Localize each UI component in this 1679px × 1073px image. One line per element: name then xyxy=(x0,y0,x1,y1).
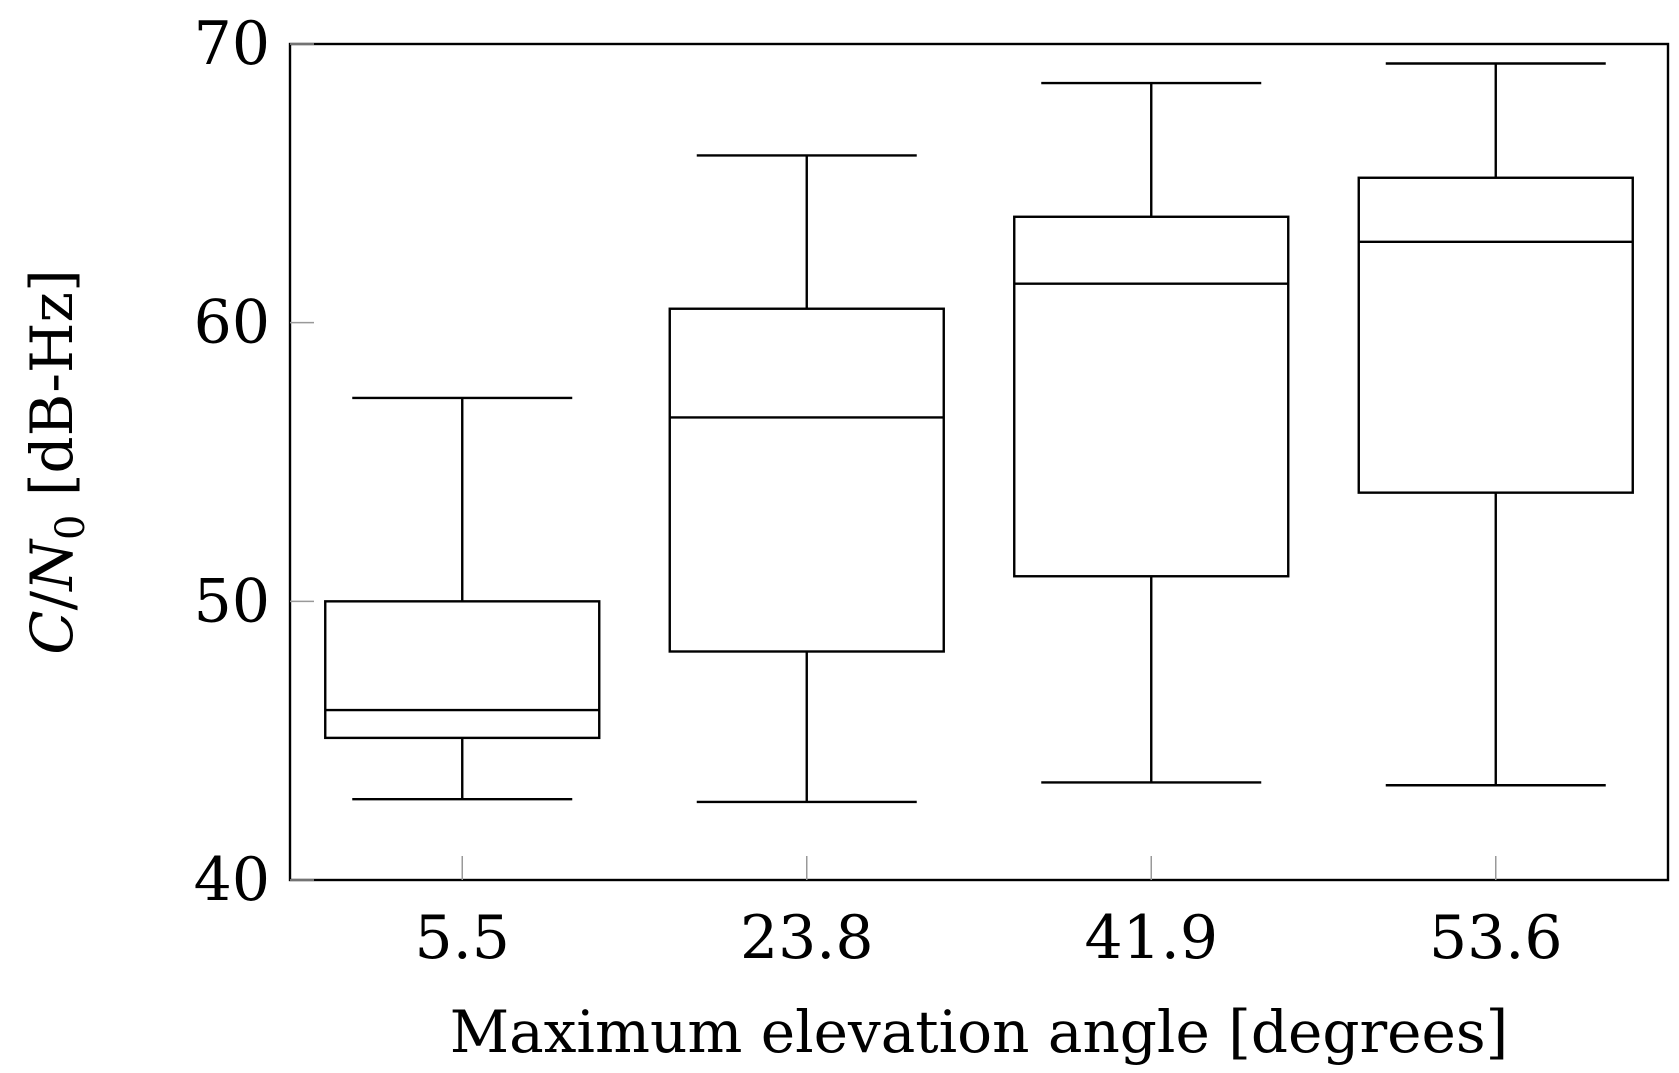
y-axis-label-unit: [dB-Hz] xyxy=(18,269,86,514)
x-tick-label: 5.5 xyxy=(415,903,510,973)
y-tick-label: 40 xyxy=(194,845,270,915)
x-tick-label: 41.9 xyxy=(1084,903,1218,973)
y-axis-label-sub: 0 xyxy=(48,515,94,540)
x-tick-label: 23.8 xyxy=(740,903,874,973)
y-axis-label-n: N xyxy=(18,538,86,593)
iqr-box xyxy=(1357,176,1634,494)
y-axis-label-slash: / xyxy=(18,590,86,610)
plot-frame xyxy=(288,42,1670,882)
iqr-box xyxy=(324,600,601,740)
iqr-box xyxy=(668,307,945,653)
y-tick-label: 60 xyxy=(194,288,270,358)
plot-marks xyxy=(324,62,1634,804)
y-axis-label-c: C xyxy=(18,610,86,654)
y-axis-label: C/N0 [dB-Hz] xyxy=(18,269,94,654)
y-tick-label: 70 xyxy=(194,9,270,79)
box-0 xyxy=(324,396,601,801)
iqr-box xyxy=(1013,215,1290,578)
box-3 xyxy=(1357,62,1634,787)
x-tick-label: 53.6 xyxy=(1429,903,1563,973)
box-1 xyxy=(668,154,945,804)
x-axis-label: Maximum elevation angle [degrees] xyxy=(450,998,1508,1066)
box-2 xyxy=(1013,81,1290,784)
x-axis: 5.5 23.8 41.9 53.6 xyxy=(415,856,1563,973)
y-axis: 40 50 60 70 xyxy=(194,9,314,915)
y-tick-label: 50 xyxy=(194,566,270,636)
